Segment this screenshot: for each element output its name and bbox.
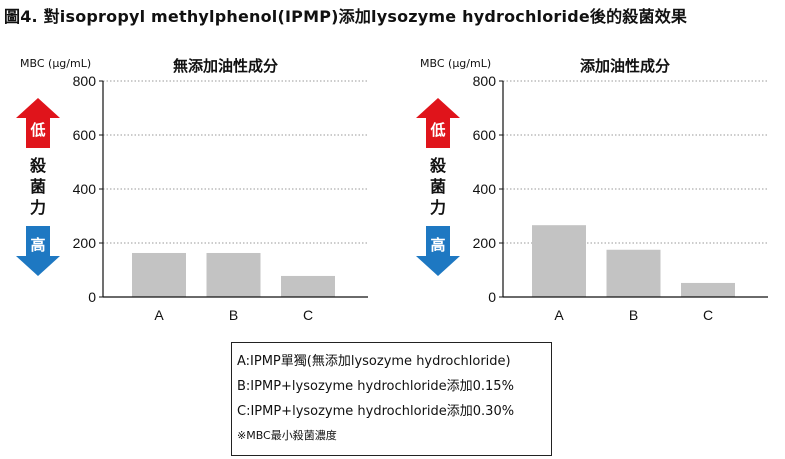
chart-panel-with-oil: MBC (μg/mL) 添加油性成分 0 200 400 600 800 A B C 低 殺 … xyxy=(400,50,770,330)
vertical-char: 殺 xyxy=(29,156,46,175)
legend-box: A:IPMP單獨(無添加lysozyme hydrochloride) B:IP… xyxy=(231,342,552,456)
high-arrow-icon: 高 xyxy=(416,226,460,276)
chart-panel-no-oil: MBC (μg/mL) 無添加油性成分 0 200 400 600 800 A B C 低 殺… xyxy=(0,50,370,330)
vertical-char: 殺 xyxy=(429,156,446,175)
bactericidal-power-label: 殺 菌 力 xyxy=(27,155,49,218)
vertical-char: 菌 xyxy=(429,177,446,196)
bar-c xyxy=(281,275,335,297)
y-tick-label: 600 xyxy=(73,127,97,143)
legend-item-a: A:IPMP單獨(無添加lysozyme hydrochloride) xyxy=(237,354,511,369)
legend-item-c: C:IPMP+lysozyme hydrochloride添加0.30% xyxy=(237,404,515,419)
low-arrow-icon: 低 xyxy=(416,98,460,148)
bactericidal-power-indicator: 低 殺 菌 力 高 xyxy=(12,98,64,280)
bar-b xyxy=(206,252,261,297)
figure-title: 圖4. 對isopropyl methylphenol(IPMP)添加lysoz… xyxy=(4,7,688,26)
x-tick-label: C xyxy=(703,307,713,323)
chart-title: 無添加油性成分 xyxy=(173,57,279,75)
y-tick-label: 400 xyxy=(473,181,497,197)
y-tick-label: 400 xyxy=(73,181,97,197)
bactericidal-power-indicator: 低 殺 菌 力 高 xyxy=(412,98,464,280)
x-tick-label: B xyxy=(229,307,238,323)
bar-a xyxy=(132,252,186,297)
bar-a xyxy=(532,225,586,297)
chart-title: 添加油性成分 xyxy=(580,57,671,75)
y-tick-label: 200 xyxy=(473,235,497,251)
y-axis-label: MBC (μg/mL) xyxy=(20,57,92,70)
legend-item-b: B:IPMP+lysozyme hydrochloride添加0.15% xyxy=(237,379,514,394)
low-label: 低 xyxy=(30,121,46,139)
x-tick-label: C xyxy=(303,307,313,323)
vertical-char: 力 xyxy=(429,198,446,217)
x-tick-label: A xyxy=(154,307,164,323)
high-label: 高 xyxy=(30,236,46,254)
y-axis-label: MBC (μg/mL) xyxy=(420,57,492,70)
legend-note: ※MBC最小殺菌濃度 xyxy=(237,429,337,442)
y-tick-label: 800 xyxy=(73,73,97,89)
y-tick-label: 200 xyxy=(73,235,97,251)
y-tick-label: 0 xyxy=(488,289,496,305)
bar-c xyxy=(681,282,735,297)
vertical-char: 菌 xyxy=(29,177,46,196)
vertical-char: 力 xyxy=(29,198,46,217)
bar-chart: 0 200 400 600 800 A B C xyxy=(473,73,768,323)
high-label: 高 xyxy=(430,236,446,254)
bar-chart: 0 200 400 600 800 A B C xyxy=(73,73,368,323)
y-tick-label: 800 xyxy=(473,73,497,89)
high-arrow-icon: 高 xyxy=(16,226,60,276)
bactericidal-power-label: 殺 菌 力 xyxy=(427,155,449,218)
x-tick-label: A xyxy=(554,307,564,323)
bar-b xyxy=(606,249,661,297)
y-tick-label: 0 xyxy=(88,289,96,305)
x-tick-label: B xyxy=(629,307,638,323)
low-label: 低 xyxy=(430,121,446,139)
low-arrow-icon: 低 xyxy=(16,98,60,148)
y-tick-label: 600 xyxy=(473,127,497,143)
